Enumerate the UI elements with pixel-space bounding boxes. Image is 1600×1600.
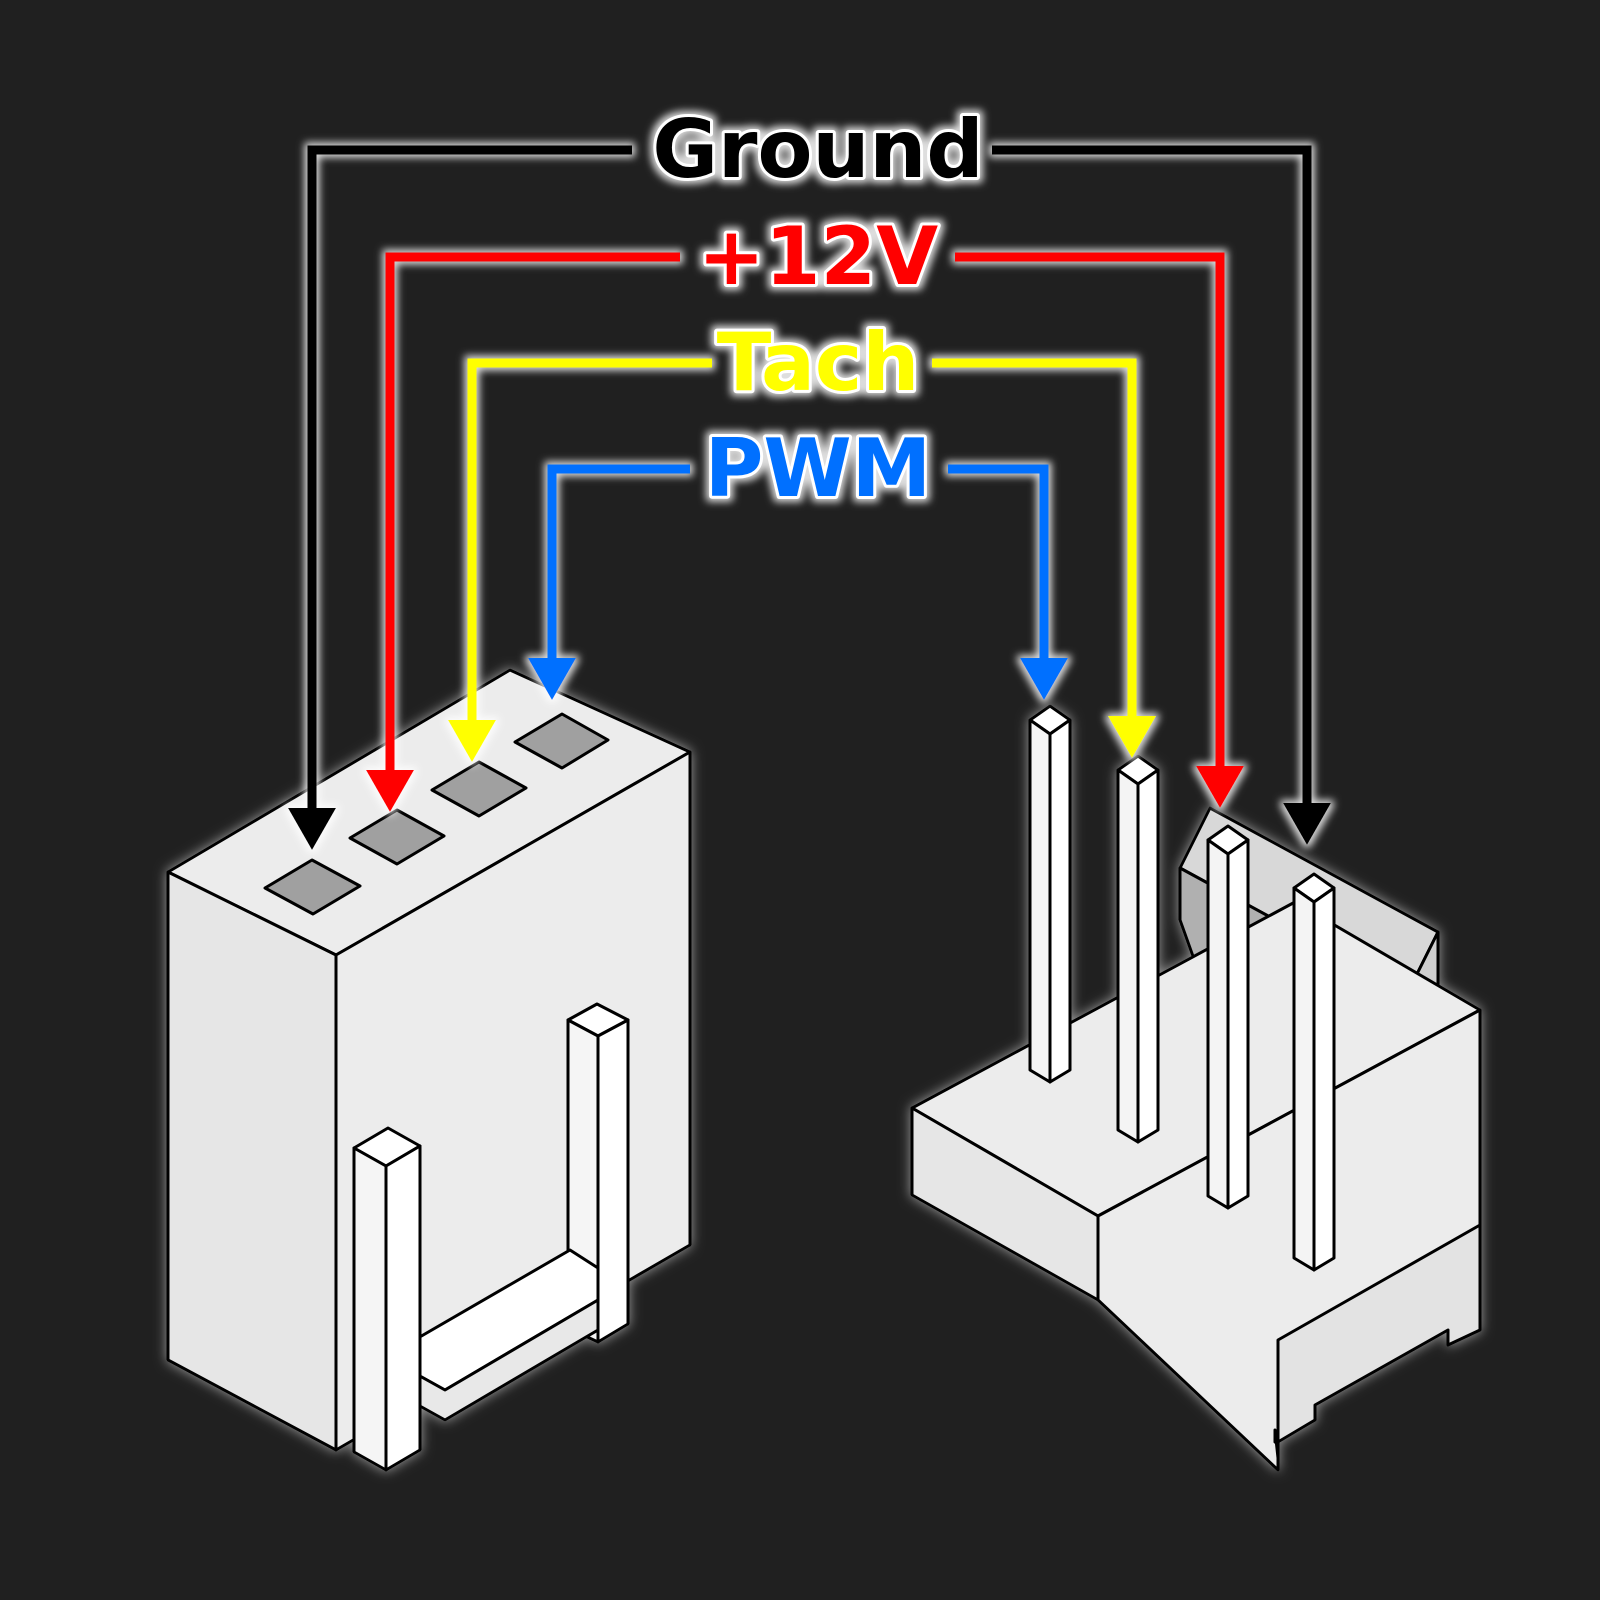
wire-v12-right bbox=[955, 252, 1225, 766]
wire-pwm-right bbox=[948, 464, 1049, 658]
arrowhead-pwm-left bbox=[528, 658, 576, 700]
arrowhead-ground-right bbox=[1283, 803, 1331, 845]
arrowhead-tach-left bbox=[448, 720, 496, 762]
signal-labels: Ground +12V Tach PWM bbox=[649, 100, 986, 518]
pin-ground bbox=[1292, 872, 1336, 1272]
pin-pwm bbox=[1028, 704, 1072, 1084]
pin-hole-tach bbox=[430, 760, 528, 818]
wire-tach-right bbox=[932, 358, 1137, 716]
arrowhead-v12-left bbox=[366, 770, 414, 812]
female-connector-left-face bbox=[166, 870, 338, 1452]
label-tach: Tach bbox=[717, 316, 920, 409]
wire-ground-left bbox=[307, 145, 632, 808]
latch bbox=[352, 1002, 630, 1472]
pin-hole-12v bbox=[348, 808, 446, 866]
female-connector bbox=[166, 668, 692, 1472]
wire-pwm-left bbox=[547, 464, 690, 658]
arrowhead-pwm-right bbox=[1020, 658, 1068, 700]
label-ground: Ground bbox=[652, 103, 983, 196]
pin-hole-ground bbox=[263, 858, 362, 916]
pin-tach bbox=[1116, 754, 1160, 1144]
arrowhead-tach-right bbox=[1108, 716, 1156, 758]
signal-wires bbox=[288, 145, 1331, 850]
wire-ground-right bbox=[992, 145, 1312, 803]
wire-v12-left bbox=[385, 252, 680, 770]
header-base-side bbox=[1276, 1223, 1482, 1444]
arrowhead-ground-left bbox=[288, 808, 336, 850]
arrowhead-v12-right bbox=[1196, 766, 1244, 808]
wire-tach-left bbox=[467, 358, 712, 720]
male-header bbox=[910, 704, 1482, 1472]
label-12v: +12V bbox=[698, 210, 938, 303]
pin-12v bbox=[1206, 824, 1250, 1210]
pin-hole-pwm bbox=[513, 712, 610, 770]
label-pwm: PWM bbox=[705, 422, 931, 515]
